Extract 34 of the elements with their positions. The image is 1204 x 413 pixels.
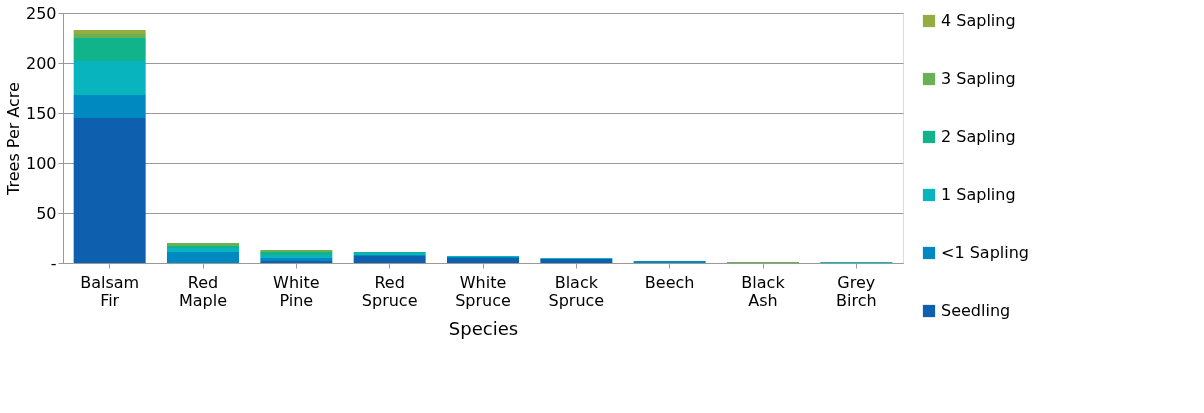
bar	[73, 118, 146, 263]
bar	[73, 61, 146, 95]
bar	[73, 34, 146, 38]
x-axis-title: Species	[448, 317, 519, 339]
x-tick-label: Red Maple	[178, 272, 228, 310]
bar	[447, 258, 519, 263]
bar	[73, 38, 146, 61]
y-tick-label: 100	[25, 153, 57, 173]
x-tick-label: Red Spruce	[361, 272, 418, 310]
legend-label: 1 Sapling	[941, 185, 1016, 204]
bar	[540, 259, 613, 263]
bar	[73, 30, 146, 34]
bar	[353, 256, 426, 263]
legend-label: 3 Sapling	[941, 69, 1016, 88]
y-tick-label: 150	[25, 103, 57, 123]
y-tick-label: 50	[36, 203, 57, 223]
x-tick-label: Grey Birch	[836, 272, 877, 310]
y-axis-title: Trees Per Acre	[3, 82, 23, 196]
legend-label: <1 Sapling	[941, 243, 1029, 262]
y-tick-label: 200	[25, 53, 57, 73]
x-tick-label: Beech	[644, 272, 695, 292]
legend-label: 2 Sapling	[941, 127, 1016, 146]
bar	[73, 95, 146, 118]
legend-label: 4 Sapling	[941, 11, 1016, 30]
x-tick-label: Balsam Fir	[80, 272, 140, 310]
x-tick-label: White Spruce	[455, 272, 511, 310]
y-tick-label: -	[50, 253, 57, 273]
x-tick-label: Black Ash	[741, 272, 786, 310]
bar	[167, 248, 239, 252]
x-tick-label: Black Spruce	[548, 272, 605, 310]
y-tick-label: 250	[25, 3, 57, 23]
x-tick-label: White Pine	[273, 272, 320, 310]
bar	[167, 252, 239, 263]
legend-label: Seedling	[941, 301, 1011, 320]
